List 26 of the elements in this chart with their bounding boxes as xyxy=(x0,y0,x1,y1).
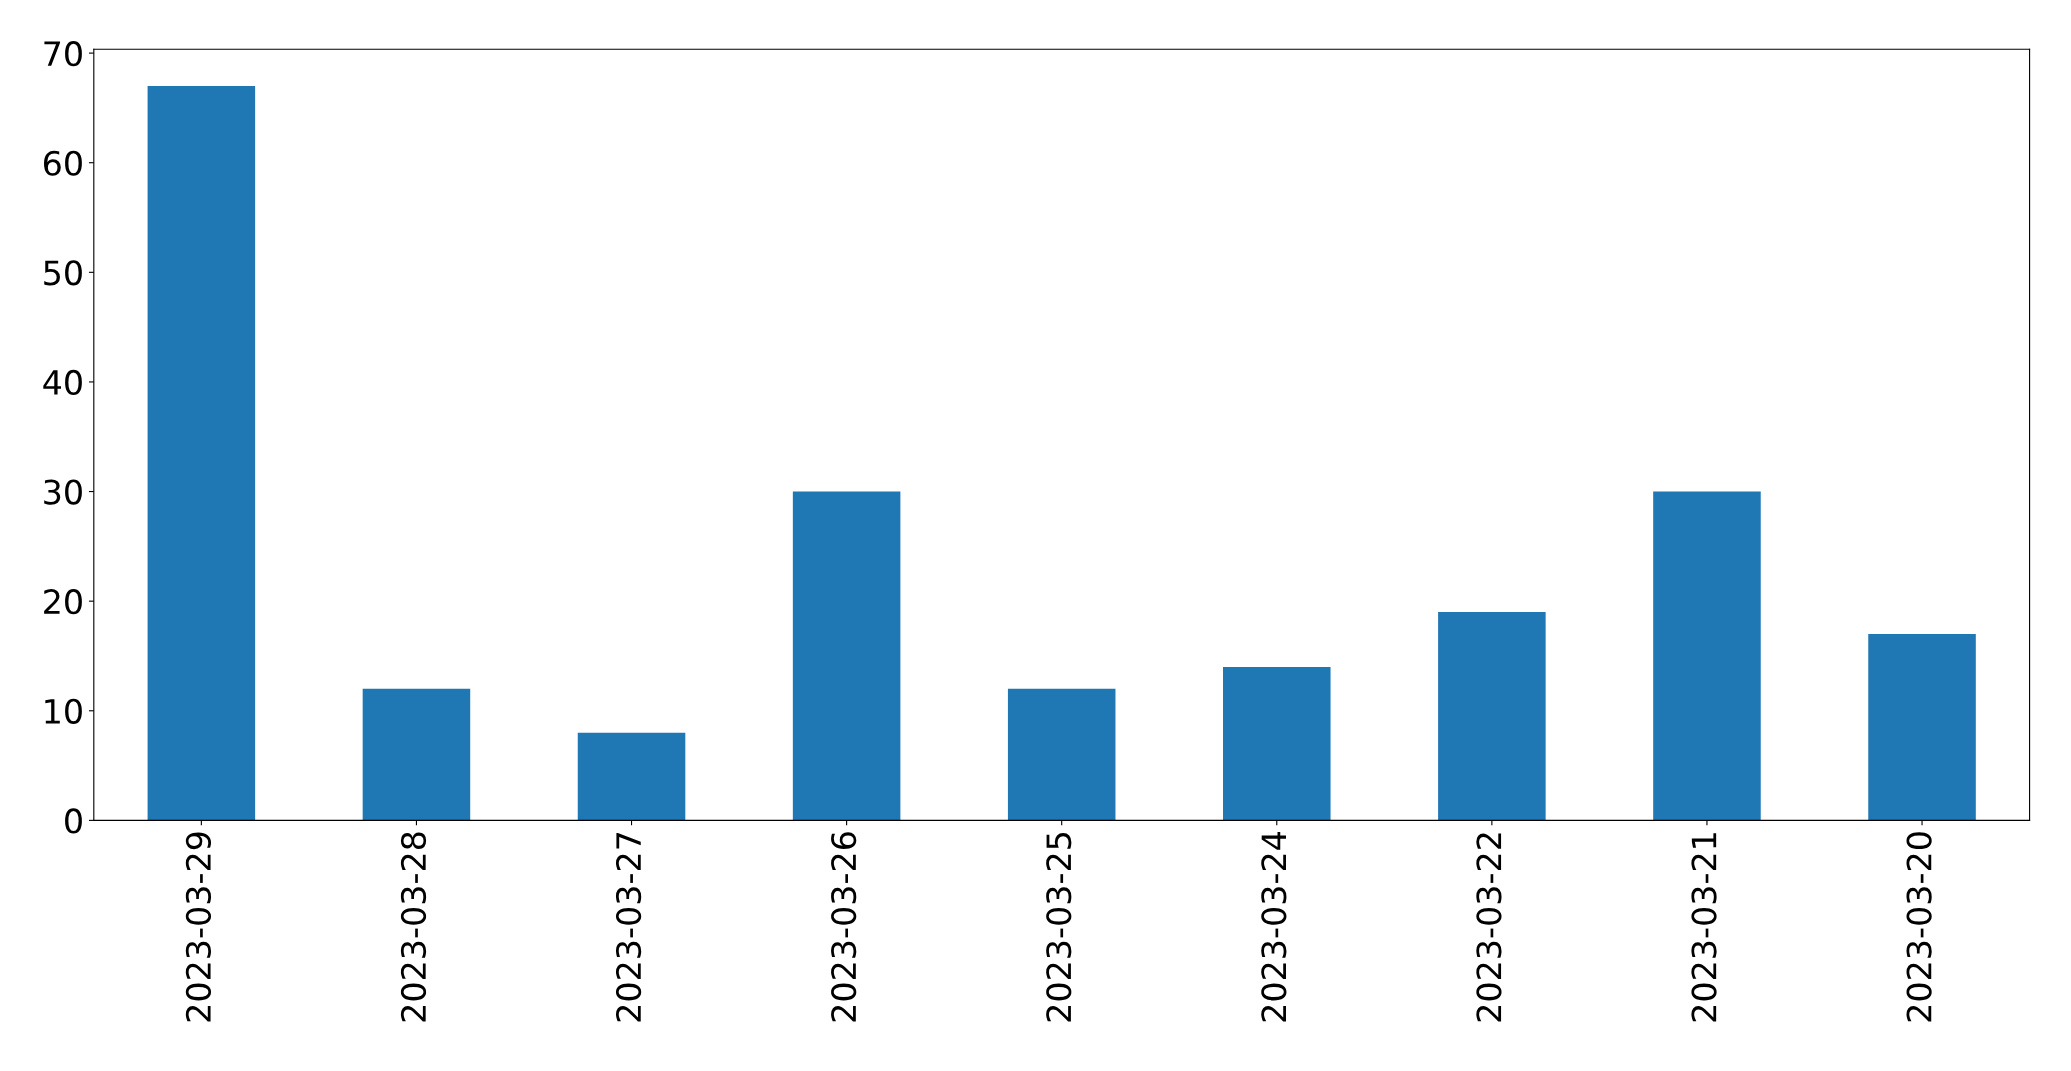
x-tick-label: 2023-03-20 xyxy=(1906,832,1932,1022)
x-tick-label: 2023-03-21 xyxy=(1691,833,1717,1022)
y-tick-label: 40 xyxy=(43,369,82,396)
y-tick-label: 30 xyxy=(44,479,82,505)
bar xyxy=(147,85,256,821)
bar xyxy=(577,732,686,821)
y-tick-label: 10 xyxy=(45,698,82,724)
bar xyxy=(1868,634,1976,821)
x-tick-label: 2023-03-25 xyxy=(1046,833,1072,1022)
bar xyxy=(1438,612,1546,821)
x-tick-label: 2023-03-27 xyxy=(615,832,642,1022)
x-tick-label: 2023-03-28 xyxy=(400,832,427,1022)
bar xyxy=(792,491,901,821)
y-tick-label: 70 xyxy=(44,41,82,67)
bar xyxy=(1007,688,1116,821)
bar xyxy=(1223,666,1331,821)
x-tick-label: 2023-03-24 xyxy=(1261,831,1287,1022)
x-tick-label: 2023-03-26 xyxy=(831,832,857,1022)
y-tick-label: 60 xyxy=(44,150,82,176)
y-tick-label: 50 xyxy=(44,260,82,286)
x-tick-label: 2023-03-29 xyxy=(185,832,212,1022)
bar xyxy=(362,688,471,821)
bar xyxy=(1653,491,1761,821)
y-tick-label: 0 xyxy=(65,808,82,834)
x-tick-label: 2023-03-22 xyxy=(1476,833,1502,1022)
y-tick-label: 20 xyxy=(44,589,82,615)
